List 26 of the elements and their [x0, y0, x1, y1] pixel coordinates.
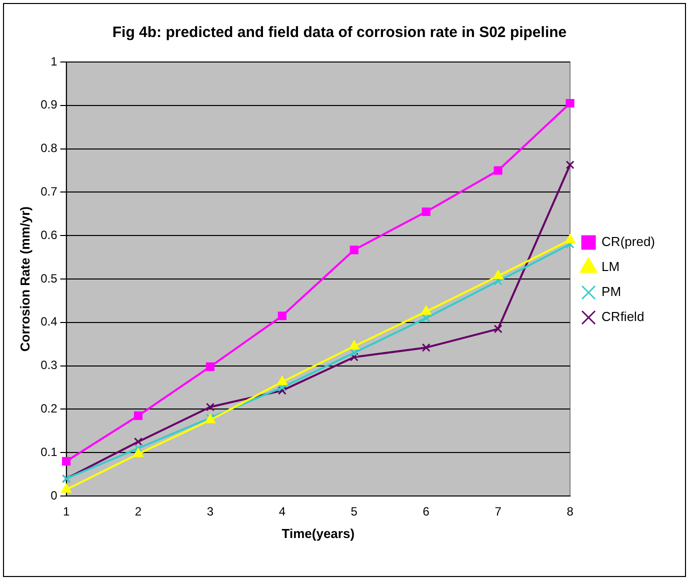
y-tick-label: 1: [50, 54, 58, 68]
x-axis-title: Time(years): [282, 526, 355, 541]
legend-label: CR(pred): [602, 234, 656, 250]
y-tick-label: 0.2: [40, 402, 58, 416]
y-tick-label: 0.3: [40, 358, 58, 372]
x-tick-label: 7: [494, 504, 502, 519]
x-tick-label: 6: [422, 504, 430, 519]
x-tick-label: 5: [350, 504, 358, 519]
x-tick-label: 1: [62, 504, 70, 519]
legend-label: LM: [602, 259, 620, 274]
y-tick-label: 0.1: [40, 444, 58, 459]
y-tick-label: 0.8: [40, 141, 58, 156]
chart-title: Fig 4b: predicted and field data of corrosion rate in S02 pipeline: [112, 24, 567, 42]
y-tick-label: 0.7: [40, 184, 58, 199]
y-tick-label: 0.4: [40, 314, 58, 329]
y-axis-title: Corrosion Rate (mm/yr): [17, 206, 32, 352]
y-tick-label: 0.9: [40, 98, 58, 112]
x-tick-label: 2: [134, 504, 142, 519]
y-tick-label: 0: [50, 488, 58, 502]
y-tick-label: 0.5: [40, 271, 58, 286]
legend-label: PM: [602, 284, 622, 300]
x-tick-label: 3: [206, 504, 214, 519]
legend-label: CRfield: [602, 309, 644, 324]
x-tick-label: 4: [278, 504, 286, 519]
y-tick-label: 0.6: [40, 228, 58, 242]
x-tick-label: 8: [566, 504, 574, 519]
